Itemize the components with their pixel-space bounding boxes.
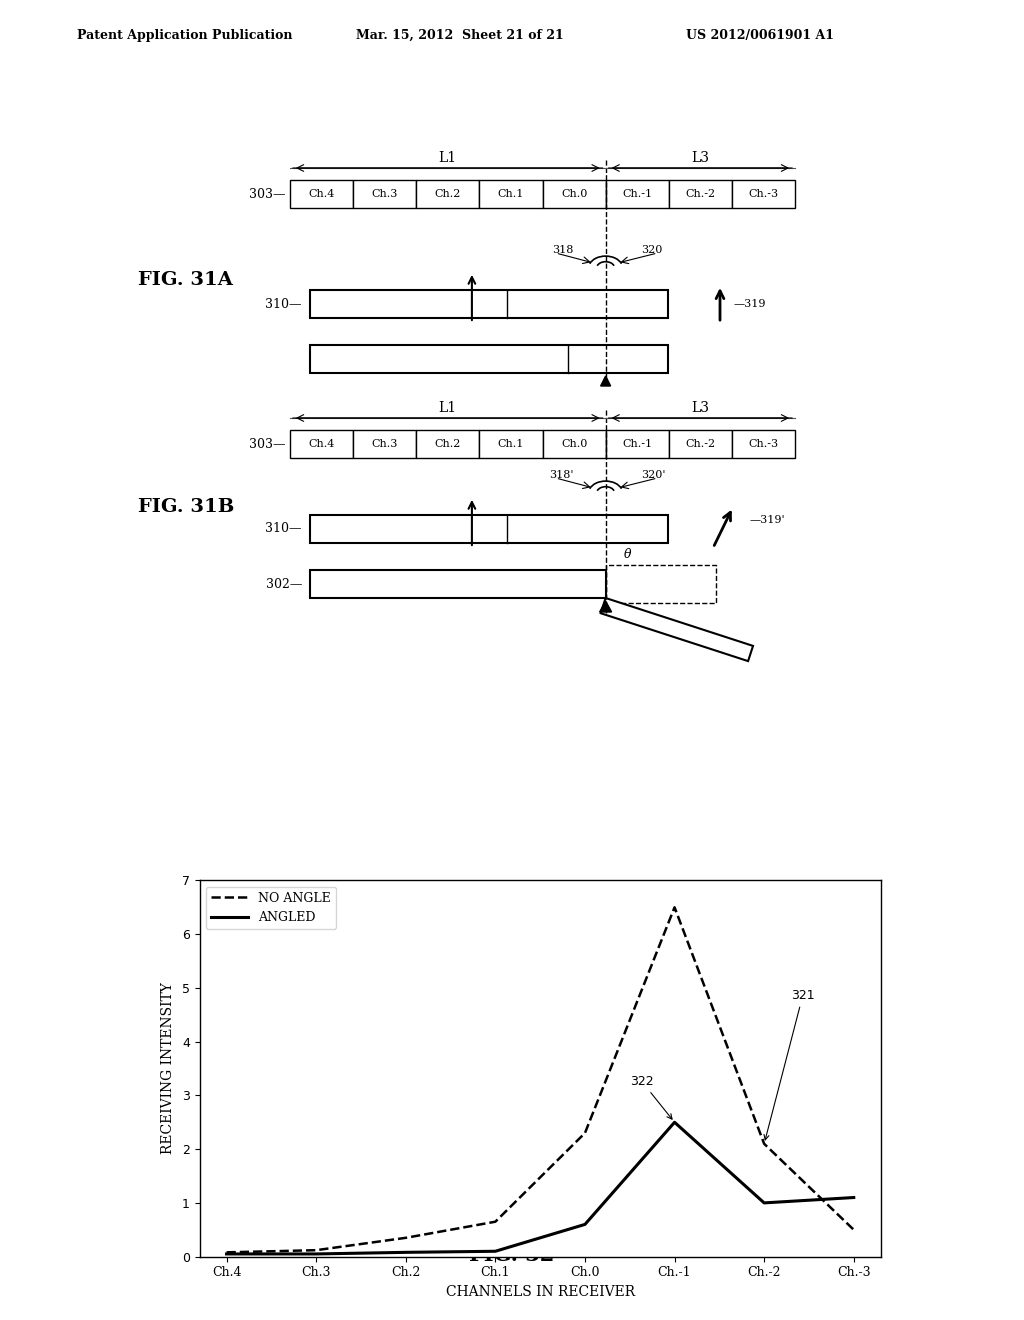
Bar	[310, 290, 668, 318]
Polygon shape	[601, 376, 610, 385]
Bar	[605, 565, 716, 603]
Text: Ch.-1: Ch.-1	[623, 440, 652, 449]
Text: Ch.4: Ch.4	[308, 440, 335, 449]
Bar	[669, 180, 732, 209]
Text: L1: L1	[438, 401, 457, 414]
Text: Ch.1: Ch.1	[498, 440, 524, 449]
Text: Ch.3: Ch.3	[372, 440, 398, 449]
Text: Ch.-3: Ch.-3	[749, 189, 778, 199]
Text: 321: 321	[764, 989, 815, 1140]
Text: 303—: 303—	[249, 187, 285, 201]
NO ANGLE	[579, 1125, 591, 1140]
Line: ANGLED: ANGLED	[226, 1122, 854, 1254]
Bar	[310, 515, 668, 543]
Text: Ch.-1: Ch.-1	[623, 189, 652, 199]
ANGLED	[848, 1189, 860, 1205]
Text: US 2012/0061901 A1: US 2012/0061901 A1	[686, 29, 834, 41]
Text: Ch.-3: Ch.-3	[749, 440, 778, 449]
Text: Ch.0: Ch.0	[561, 189, 587, 199]
Text: 320: 320	[641, 246, 662, 255]
Bar	[605, 180, 669, 209]
X-axis label: CHANNELS IN RECEIVER: CHANNELS IN RECEIVER	[445, 1284, 635, 1299]
ANGLED	[399, 1245, 412, 1261]
Text: Ch.4: Ch.4	[308, 189, 335, 199]
Text: —319: —319	[734, 300, 767, 309]
Text: FIG. 31B: FIG. 31B	[138, 498, 234, 516]
Bar	[543, 180, 605, 209]
Text: Ch.-2: Ch.-2	[685, 440, 716, 449]
Text: Mar. 15, 2012  Sheet 21 of 21: Mar. 15, 2012 Sheet 21 of 21	[356, 29, 564, 41]
NO ANGLE	[489, 1214, 502, 1230]
ANGLED	[758, 1195, 770, 1210]
Legend: NO ANGLE, ANGLED: NO ANGLE, ANGLED	[206, 887, 336, 929]
Text: 320': 320'	[641, 470, 666, 480]
Text: 318': 318'	[549, 470, 573, 480]
ANGLED	[310, 1246, 323, 1262]
Text: Ch.0: Ch.0	[561, 440, 587, 449]
Bar	[479, 430, 543, 458]
Text: FIG. 31A: FIG. 31A	[138, 271, 232, 289]
Bar	[601, 598, 753, 661]
ANGLED	[489, 1243, 502, 1259]
Text: 310—: 310—	[265, 523, 302, 536]
NO ANGLE	[399, 1230, 412, 1246]
Bar	[310, 345, 668, 374]
ANGLED	[579, 1217, 591, 1233]
Bar	[669, 430, 732, 458]
Bar	[732, 430, 795, 458]
Text: Ch.3: Ch.3	[372, 189, 398, 199]
Text: 310—: 310—	[265, 297, 302, 310]
NO ANGLE	[310, 1242, 323, 1258]
Text: Ch.2: Ch.2	[434, 440, 461, 449]
Polygon shape	[600, 601, 611, 612]
Bar	[543, 430, 605, 458]
Bar	[310, 570, 605, 598]
NO ANGLE	[220, 1245, 232, 1261]
Bar	[353, 430, 416, 458]
Text: —319': —319'	[750, 515, 785, 525]
Bar	[416, 180, 479, 209]
Text: θ: θ	[624, 549, 632, 561]
Bar	[479, 180, 543, 209]
Text: L1: L1	[438, 150, 457, 165]
Bar	[605, 430, 669, 458]
Text: FIG. 32: FIG. 32	[469, 1245, 555, 1265]
Text: 302—: 302—	[265, 578, 302, 590]
Bar	[290, 430, 353, 458]
NO ANGLE	[848, 1222, 860, 1238]
Text: 318: 318	[552, 246, 573, 255]
Bar	[290, 180, 353, 209]
Text: Patent Application Publication: Patent Application Publication	[77, 29, 293, 41]
Text: L3: L3	[691, 401, 710, 414]
Y-axis label: RECEIVING INTENSITY: RECEIVING INTENSITY	[161, 982, 175, 1155]
Bar	[353, 180, 416, 209]
NO ANGLE	[758, 1135, 770, 1151]
Line: NO ANGLE: NO ANGLE	[226, 907, 854, 1253]
Text: 303—: 303—	[249, 437, 285, 450]
Text: Ch.2: Ch.2	[434, 189, 461, 199]
Text: Ch.-2: Ch.-2	[685, 189, 716, 199]
Text: Ch.1: Ch.1	[498, 189, 524, 199]
ANGLED	[220, 1246, 232, 1262]
Text: L3: L3	[691, 150, 710, 165]
ANGLED	[669, 1114, 681, 1130]
NO ANGLE	[669, 899, 681, 915]
Text: 322: 322	[630, 1074, 672, 1119]
Bar	[416, 430, 479, 458]
Bar	[732, 180, 795, 209]
